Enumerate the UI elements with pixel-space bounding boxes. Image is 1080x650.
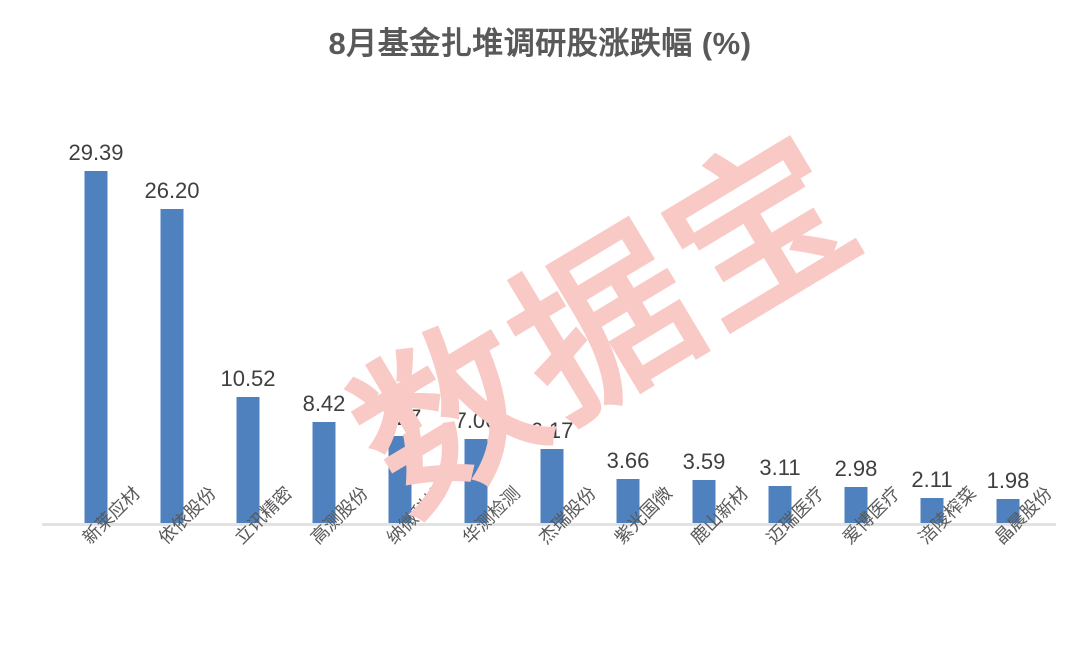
- bar-3[interactable]: 10.52: [210, 123, 286, 523]
- bar-2[interactable]: 26.20: [134, 123, 210, 523]
- bar-value-label: 2.98: [834, 456, 878, 482]
- bar-value-label: 3.59: [682, 449, 726, 475]
- bar-rect[interactable]: 2.11: [911, 467, 953, 523]
- bar-value-label: 1.98: [986, 468, 1030, 494]
- bar-value-label: 2.11: [911, 466, 953, 492]
- bar-rect[interactable]: 8.42: [303, 391, 345, 523]
- bar-rect[interactable]: 7.06: [455, 408, 497, 523]
- bar-11[interactable]: 2.98: [818, 123, 894, 523]
- bar-7[interactable]: 6.17: [514, 123, 590, 523]
- bar-13[interactable]: 1.98: [970, 123, 1046, 523]
- bar-rect[interactable]: 6.17: [531, 418, 573, 523]
- bar-value-label: 3.66: [606, 448, 650, 474]
- bar-rect[interactable]: 10.52: [220, 366, 276, 523]
- bar-5[interactable]: 7.27: [362, 123, 438, 523]
- bar-rect[interactable]: 1.98: [987, 468, 1029, 523]
- bar-rect[interactable]: 29.39: [68, 140, 124, 523]
- x-axis-line: [42, 523, 1056, 526]
- bar-6[interactable]: 7.06: [438, 123, 514, 523]
- bar-value-label: 7.27: [378, 404, 422, 430]
- bar-value-label: 3.11: [759, 454, 801, 480]
- bar-1[interactable]: 29.39: [58, 123, 134, 523]
- bar-value-label: 26.20: [144, 178, 200, 204]
- bar-value-label: 29.39: [68, 140, 124, 166]
- bar-rect[interactable]: 3.66: [607, 448, 649, 523]
- bar-rect[interactable]: 7.27: [379, 405, 421, 523]
- bar-4[interactable]: 8.42: [286, 123, 362, 523]
- bar-10[interactable]: 3.11: [742, 123, 818, 523]
- bar-value-label: 10.52: [220, 366, 276, 392]
- bar-rect[interactable]: 26.20: [144, 178, 200, 523]
- page-title: 8月基金扎堆调研股涨跌幅 (%): [328, 26, 752, 61]
- bar-value-label: 7.06: [454, 407, 498, 433]
- bar-rect[interactable]: 2.98: [835, 456, 877, 523]
- bar-rect[interactable]: 3.11: [759, 455, 801, 523]
- bar-value-label: 6.17: [530, 418, 574, 444]
- bar-9[interactable]: 3.59: [666, 123, 742, 523]
- bar-8[interactable]: 3.66: [590, 123, 666, 523]
- bar-value-label: 8.42: [302, 391, 346, 417]
- bar-rect[interactable]: 3.59: [683, 449, 725, 523]
- bar-12[interactable]: 2.11: [894, 123, 970, 523]
